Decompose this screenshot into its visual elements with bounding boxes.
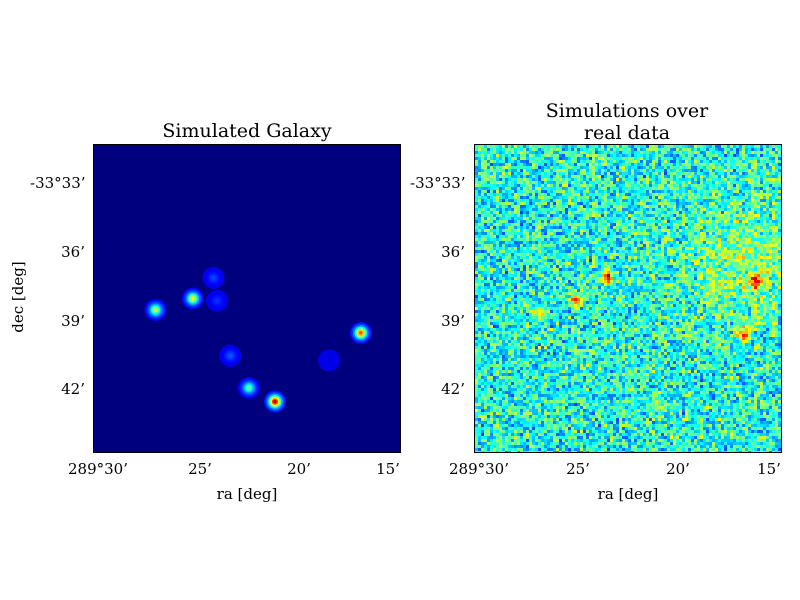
right-heatmap-frame bbox=[474, 144, 782, 453]
right-y-tick-label: -33°33’ bbox=[410, 174, 465, 192]
left-panel-title: Simulated Galaxy bbox=[93, 120, 401, 142]
source-blob bbox=[328, 359, 331, 362]
left-x-tick-label: 25’ bbox=[180, 460, 220, 478]
right-title-line-2: real data bbox=[474, 122, 780, 144]
right-x-tick-label: 20’ bbox=[658, 460, 698, 478]
left-y-axis-label: dec [deg] bbox=[9, 257, 27, 337]
left-y-tick-label: 39’ bbox=[30, 312, 85, 330]
source-blob bbox=[216, 299, 219, 302]
left-x-tick-label: 20’ bbox=[279, 460, 319, 478]
left-x-tick-label: 289°30’ bbox=[68, 460, 128, 478]
source-blob bbox=[212, 276, 215, 279]
right-y-tick-label: 39’ bbox=[410, 312, 465, 330]
right-y-tick-label: 36’ bbox=[410, 243, 465, 261]
left-heatmap-frame bbox=[93, 144, 401, 453]
left-heatmap bbox=[94, 145, 400, 452]
left-x-tick-label: 15’ bbox=[368, 460, 408, 478]
right-x-axis-label: ra [deg] bbox=[574, 485, 682, 503]
source-blob bbox=[359, 331, 362, 334]
source-blob bbox=[229, 354, 232, 357]
right-heatmap bbox=[475, 145, 781, 452]
right-panel-title: Simulations over real data bbox=[474, 100, 780, 144]
source-blob bbox=[247, 386, 250, 389]
heatmap-background bbox=[94, 145, 400, 452]
left-y-tick-label: 42’ bbox=[30, 380, 85, 398]
left-y-tick-label: -33°33’ bbox=[30, 174, 85, 192]
right-x-tick-label: 289°30’ bbox=[449, 460, 509, 478]
right-y-tick-label: 42’ bbox=[410, 380, 465, 398]
source-blob bbox=[191, 297, 194, 300]
right-title-line-1: Simulations over bbox=[474, 100, 780, 122]
left-y-tick-label: 36’ bbox=[30, 243, 85, 261]
left-x-axis-label: ra [deg] bbox=[193, 485, 301, 503]
right-x-tick-label: 25’ bbox=[558, 460, 598, 478]
right-x-tick-label: 15’ bbox=[749, 460, 789, 478]
source-blob bbox=[273, 400, 276, 403]
source-blob bbox=[154, 308, 157, 311]
